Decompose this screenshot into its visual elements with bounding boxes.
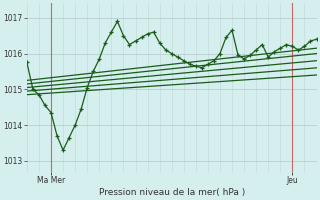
X-axis label: Pression niveau de la mer( hPa ): Pression niveau de la mer( hPa ) <box>99 188 245 197</box>
